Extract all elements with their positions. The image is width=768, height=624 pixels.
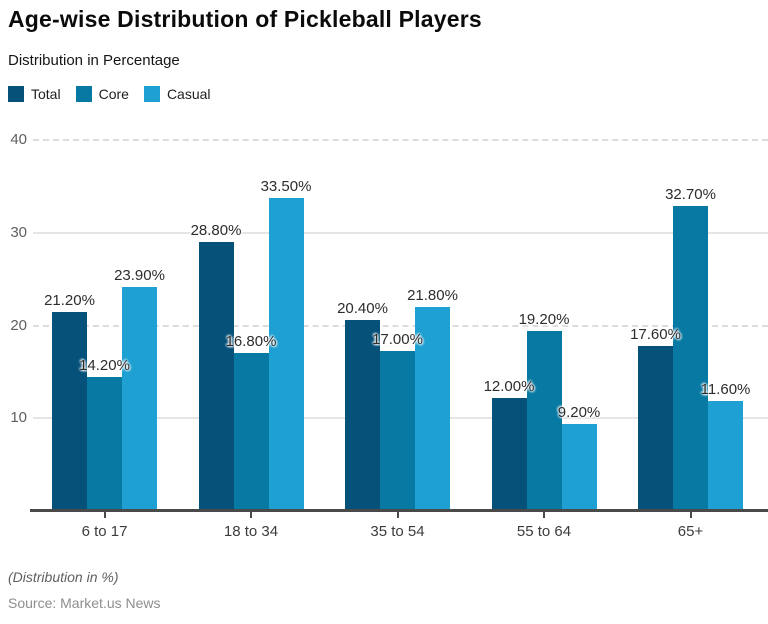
bar-value-label: 9.20% [557,403,601,421]
bar-value-label: 20.40% [337,299,388,317]
bar [52,312,87,509]
legend-swatch [8,86,24,102]
bar-value-label: 16.80% [225,333,277,351]
x-axis-label: 18 to 34 [223,523,279,540]
bar-value-label: 28.80% [190,221,242,239]
x-axis-label: 65+ [677,523,704,540]
bar [491,397,527,509]
x-axis-tick [543,512,545,518]
bar-value-label: 14.20% [79,357,130,375]
bar-value-label: 32.70% [665,185,716,203]
gridline [33,324,768,327]
legend-item: Core [75,86,129,102]
bar-value-label: 12.00% [483,377,535,395]
bar-value-label: 11.60% [700,381,751,399]
bar-value-label: 17.00% [372,331,423,349]
y-axis-label: 10 [10,409,27,427]
bar-value-label: 19.20% [518,310,570,328]
bar-value-label: 21.80% [407,286,458,304]
bar [87,377,122,509]
x-axis-label: 55 to 64 [516,523,572,540]
gridline [33,231,768,234]
legend: Total Core Casual [8,86,211,102]
y-axis-label: 30 [10,223,27,241]
bar [708,401,743,509]
legend-label: Casual [166,86,211,102]
legend-label: Total [31,86,61,102]
gridline [33,139,768,141]
x-axis-tick [396,512,399,518]
bar-value-label: 21.20% [44,292,95,310]
x-axis-tick [689,512,692,518]
bar [638,345,673,509]
legend-label: Core [98,86,129,102]
bar [380,351,415,509]
x-axis-tick [103,512,106,518]
y-axis-label: 40 [10,131,27,148]
bar [268,198,304,509]
legend-item: Total [8,86,61,102]
source-text: Source: Market.us News [8,595,161,611]
bar [561,423,597,509]
x-axis-label: 35 to 54 [370,523,425,540]
chart-subtitle: Distribution in Percentage [8,52,180,69]
bar [233,353,269,509]
bar [122,287,157,509]
plot-area: 21.20% 14.20% 23.90% 28.80% 16.80% 33.50% 20.4… [30,139,768,540]
bar [198,241,234,509]
footer-note: (Distribution in %) [8,569,119,585]
bar [415,306,450,509]
x-axis-label: 6 to 17 [81,523,128,540]
bar [345,319,380,509]
bar-value-label: 23.90% [114,267,165,285]
bar-value-label: 33.50% [260,178,312,196]
legend-swatch [143,86,160,102]
bar [673,205,708,509]
bar-value-label: 17.60% [630,325,681,343]
legend-item: Casual [143,86,211,102]
legend-swatch [75,86,92,102]
bar [526,330,562,509]
x-axis-line [30,509,768,512]
page-title: Age-wise Distribution of Pickleball Play… [8,6,482,32]
x-axis-tick [250,512,252,518]
y-axis-label: 20 [10,316,27,334]
